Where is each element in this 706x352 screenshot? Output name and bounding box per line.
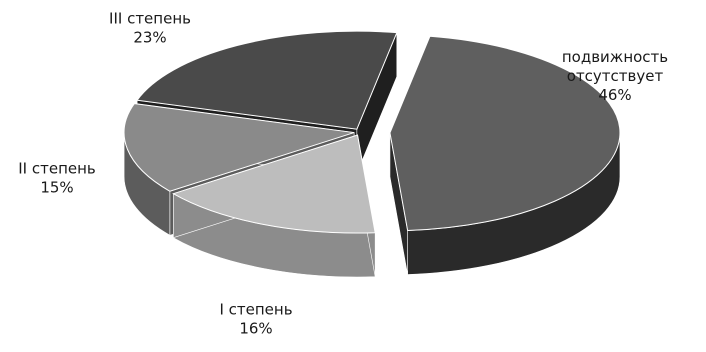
slice-2-category-label: I степень bbox=[219, 301, 292, 319]
slice-1-category-label: подвижность bbox=[562, 48, 668, 66]
slice-4-category-label: III степень bbox=[109, 10, 191, 28]
slice-4-top bbox=[136, 30, 398, 130]
slice-3-percent-label: 15% bbox=[40, 179, 73, 197]
slice-4-percent-label: 23% bbox=[133, 29, 166, 47]
slice-1-category-label: отсутствует bbox=[567, 67, 664, 85]
slice-2-top bbox=[172, 134, 376, 234]
slice-3-top bbox=[123, 103, 355, 192]
slice-1-percent-label: 46% bbox=[598, 86, 631, 104]
pie-tops-layer bbox=[123, 30, 621, 234]
slice-2-percent-label: 16% bbox=[239, 320, 272, 338]
slice-1-top bbox=[389, 35, 621, 232]
slice-3-category-label: II степень bbox=[18, 160, 96, 178]
